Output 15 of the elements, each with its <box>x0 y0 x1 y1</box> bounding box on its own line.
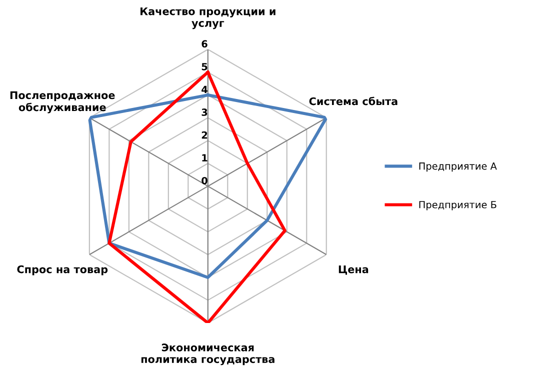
y-tick-label: 6 <box>202 40 208 48</box>
spoke-label: Система сбыта <box>309 96 398 106</box>
spoke-label: Качество продукции и услуг <box>140 7 276 30</box>
legend-label: Предприятие Б <box>419 201 496 210</box>
legend-label: Предприятие А <box>419 162 497 172</box>
spoke-label: Цена <box>338 266 368 275</box>
spoke-label: Послепродажное обслуживание <box>10 91 115 114</box>
y-tick-label: 1 <box>202 154 208 162</box>
y-tick-label: 3 <box>202 108 208 116</box>
y-tick-label: 2 <box>202 131 208 139</box>
y-tick-label: 4 <box>202 86 208 93</box>
spoke-label: Экономическая политика государства <box>141 344 274 366</box>
spoke-label: Спрос на товар <box>17 265 108 276</box>
y-tick-label: 5 <box>202 63 208 70</box>
y-tick-label: 0 <box>202 176 208 184</box>
